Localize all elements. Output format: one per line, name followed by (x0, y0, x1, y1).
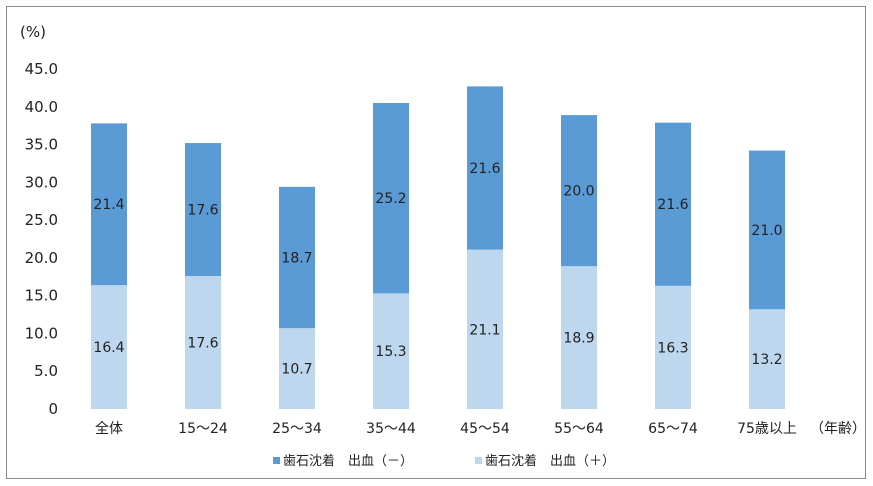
chart-frame (6, 6, 866, 479)
bar-segment (279, 328, 315, 409)
y-tick-label: 20.0 (25, 249, 58, 267)
legend-label: 歯石沈着 出血（－） (283, 453, 413, 469)
data-label: 21.1 (469, 322, 500, 338)
y-tick-label: 35.0 (25, 136, 58, 154)
bar-segment (467, 86, 503, 250)
x-tick-label: 25～34 (272, 421, 322, 437)
bar-segment (561, 266, 597, 409)
data-label: 15.3 (375, 344, 406, 360)
data-label: 16.4 (93, 340, 124, 356)
bar-segment (373, 103, 409, 294)
bar-segment (655, 122, 691, 286)
data-label: 21.6 (657, 197, 688, 213)
data-label: 20.0 (563, 184, 594, 200)
data-label: 25.2 (375, 191, 406, 207)
y-tick-label: 40.0 (25, 98, 58, 116)
bar-segment (561, 115, 597, 267)
data-label: 21.6 (469, 161, 500, 177)
x-tick-label: 全体 (95, 420, 123, 437)
y-tick-label: 15.0 (25, 287, 58, 305)
y-tick-label: 30.0 (25, 173, 58, 191)
bar-segment (373, 293, 409, 409)
y-tick-label: 10.0 (25, 324, 58, 342)
x-unit-label: （年齢） (810, 421, 866, 437)
data-label: 17.6 (187, 336, 218, 352)
x-tick-label: 55～64 (554, 421, 604, 437)
x-tick-label: 75歳以上 (737, 421, 797, 437)
bar-segment (91, 123, 127, 286)
bar-segment (749, 309, 785, 409)
x-tick-label: 45～54 (460, 421, 510, 437)
y-tick-label: 5.0 (34, 362, 58, 380)
legend-swatch (273, 457, 280, 464)
data-label: 21.4 (93, 197, 124, 213)
data-label: 10.7 (281, 362, 312, 378)
data-label: 17.6 (187, 203, 218, 219)
legend-swatch (475, 457, 482, 464)
x-tick-label: 15～24 (178, 421, 228, 437)
bar-segment (185, 276, 221, 409)
x-tick-label: 65～74 (648, 421, 698, 437)
data-label: 16.3 (657, 340, 688, 356)
bar-segment (467, 249, 503, 409)
y-tick-label: 45.0 (25, 60, 58, 78)
data-label: 13.2 (751, 352, 782, 368)
data-label: 21.0 (751, 223, 782, 239)
y-tick-label: 0 (48, 400, 58, 418)
legend-label: 歯石沈着 出血（＋） (485, 453, 615, 469)
bar-segment (749, 150, 785, 310)
y-unit-label: (%) (20, 23, 46, 41)
bar-segment (655, 285, 691, 409)
data-label: 18.9 (563, 331, 594, 347)
data-label: 18.7 (281, 251, 312, 267)
bar-segment (91, 285, 127, 409)
y-tick-label: 25.0 (25, 211, 58, 229)
bar-segment (279, 186, 315, 329)
x-tick-label: 35～44 (366, 421, 416, 437)
bar-segment (185, 143, 221, 277)
